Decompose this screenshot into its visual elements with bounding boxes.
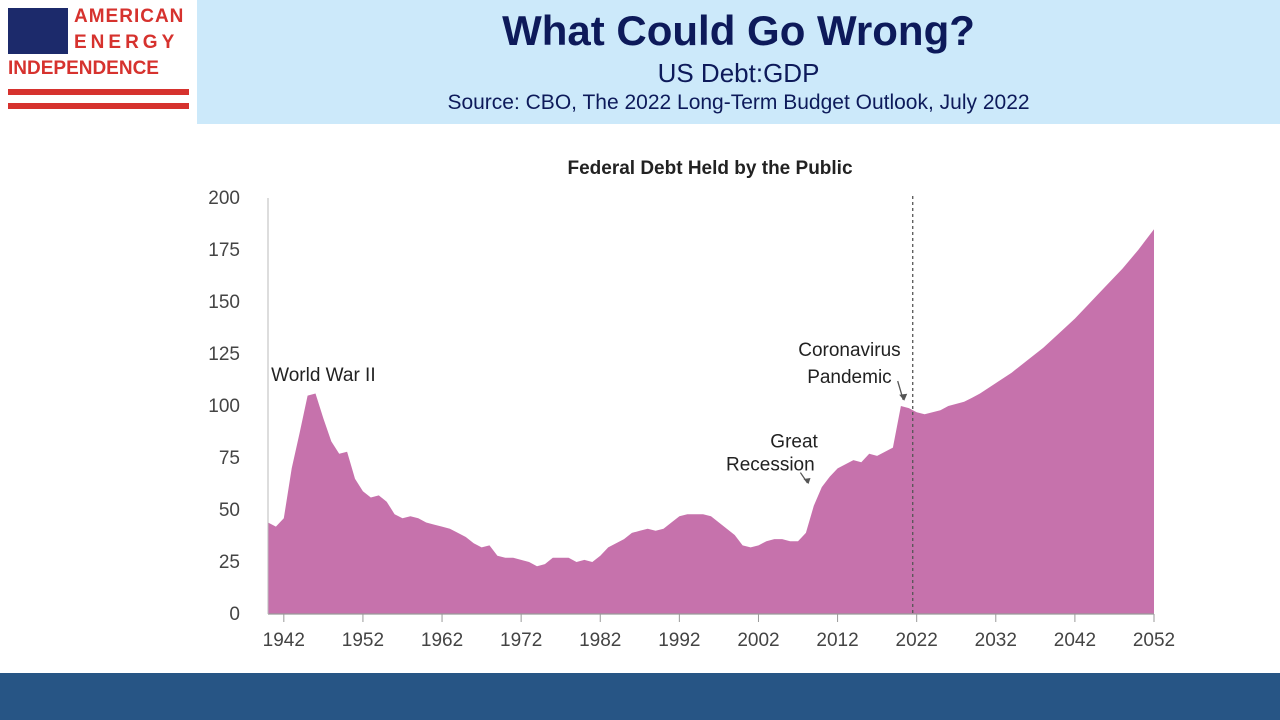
x-tick-label: 2012	[816, 630, 858, 651]
x-tick-label: 1942	[263, 630, 305, 651]
x-tick-label: 1962	[421, 630, 463, 651]
pandemic-arrow-head	[899, 393, 908, 401]
annotation-label: Coronavirus	[798, 340, 900, 361]
x-tick-label: 1972	[500, 630, 542, 651]
x-tick-label: 1982	[579, 630, 621, 651]
x-tick-label: 2022	[896, 630, 938, 651]
annotation-label: Pandemic	[807, 367, 892, 388]
logo-stripe-top	[8, 89, 189, 95]
logo: AMERICAN ENERGY INDEPENDENCE	[0, 0, 196, 124]
logo-line-2: ENERGY	[74, 32, 179, 53]
x-tick-label: 2052	[1133, 630, 1175, 651]
y-tick-label: 0	[229, 604, 240, 625]
y-tick-label: 200	[208, 188, 240, 209]
logo-line-3: INDEPENDENCE	[8, 58, 159, 79]
debt-area-series	[268, 229, 1154, 614]
page-subtitle: US Debt:GDP	[657, 58, 820, 88]
y-tick-label: 50	[219, 500, 240, 521]
source-note: Source: CBO, The 2022 Long-Term Budget O…	[447, 91, 1030, 114]
y-tick-label: 25	[219, 552, 240, 573]
y-tick-label: 100	[208, 396, 240, 417]
logo-line-1: AMERICAN	[74, 6, 185, 27]
footer-band	[0, 673, 1280, 720]
x-tick-label: 1992	[658, 630, 700, 651]
logo-stripe-bottom	[8, 103, 189, 109]
y-tick-label: 125	[208, 344, 240, 365]
flag-icon	[8, 8, 68, 54]
recession-arrow-head	[803, 477, 811, 484]
x-tick-label: 2002	[737, 630, 779, 651]
page-title: What Could Go Wrong?	[502, 7, 975, 54]
annotation-label: Great	[770, 432, 818, 453]
x-tick-label: 1952	[342, 630, 384, 651]
header-band	[197, 0, 1280, 124]
y-tick-label: 75	[219, 448, 240, 469]
annotation-label: Recession	[726, 454, 815, 475]
y-tick-label: 175	[208, 240, 240, 261]
y-tick-label: 150	[208, 292, 240, 313]
annotation-label: World War II	[271, 365, 376, 386]
x-tick-label: 2042	[1054, 630, 1096, 651]
chart-title: Federal Debt Held by the Public	[567, 158, 853, 179]
x-tick-label: 2032	[975, 630, 1017, 651]
debt-area-chart: 0 25 50 75 100 125 150 175 200 1942 1952 1962 1972 19…	[208, 188, 1175, 651]
